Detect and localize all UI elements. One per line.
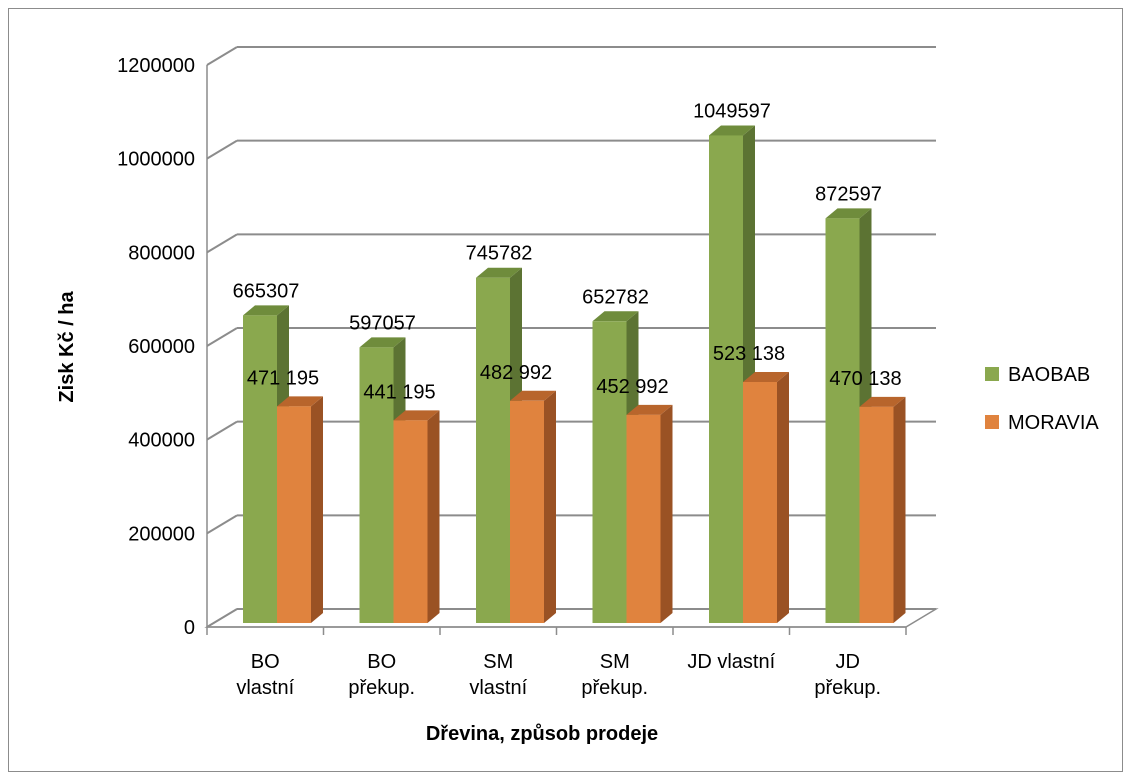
- data-label: 597057: [349, 312, 416, 334]
- x-tick-label: JD vlastní: [687, 651, 775, 673]
- y-tick-label: 1200000: [117, 55, 195, 77]
- bar-top: [510, 390, 556, 401]
- data-label: 523 138: [713, 343, 785, 365]
- bar-top: [359, 337, 406, 348]
- gridline-depth: [206, 420, 238, 441]
- x-tick-label: překup.: [348, 677, 415, 699]
- bar-top: [709, 125, 755, 136]
- gridline-depth: [206, 139, 238, 160]
- data-label: 872597: [815, 183, 882, 205]
- bar-top: [393, 410, 440, 421]
- legend-label: BAOBAB: [1008, 364, 1090, 386]
- data-label: 470 138: [829, 368, 901, 390]
- data-label: 441 195: [363, 381, 435, 403]
- y-tick-label: 200000: [128, 523, 195, 545]
- bar-top: [476, 267, 522, 278]
- legend-swatch-baobab: [985, 367, 999, 381]
- bar-side: [544, 390, 556, 623]
- bar-baobab: [825, 218, 860, 623]
- bar-moravia: [510, 400, 544, 623]
- bar-moravia: [626, 414, 661, 623]
- gridline-depth: [206, 327, 238, 347]
- bar-side: [660, 404, 673, 623]
- legend-swatch-moravia: [985, 415, 999, 429]
- y-tick-label: 0: [184, 617, 195, 639]
- bar-top: [825, 208, 872, 219]
- bar-baobab: [709, 135, 743, 624]
- y-tick-label: 800000: [128, 242, 195, 264]
- x-tick-label: vlastní: [236, 677, 294, 699]
- bar-top: [592, 311, 639, 322]
- x-tick-label: překup.: [814, 677, 881, 699]
- data-label: 745782: [466, 243, 533, 265]
- gridline-depth: [206, 514, 238, 535]
- bar-top: [243, 305, 289, 316]
- x-tick-label: překup.: [581, 677, 648, 699]
- data-label: 482 992: [480, 362, 552, 384]
- bar-top: [277, 396, 323, 407]
- bar-side: [311, 396, 323, 623]
- x-tick-label: SM: [483, 651, 513, 673]
- x-tick-label: JD: [836, 651, 860, 673]
- bar-moravia: [743, 381, 777, 623]
- y-tick-label: 400000: [128, 430, 195, 452]
- x-axis-title: Dřevina, způsob prodeje: [426, 723, 658, 745]
- bar-side: [893, 396, 906, 623]
- bar-baobab: [359, 347, 394, 623]
- gridline-depth: [206, 233, 238, 254]
- y-axis-title: Zisk Kč / ha: [56, 291, 78, 403]
- bar-top: [743, 371, 789, 382]
- data-label: 452 992: [596, 376, 668, 398]
- chart-frame: [8, 8, 1123, 772]
- bar-top: [626, 404, 673, 415]
- x-tick-label: SM: [600, 651, 630, 673]
- bar-side: [427, 410, 440, 623]
- x-tick-label: vlastní: [469, 677, 527, 699]
- x-tick-label: BO: [367, 651, 396, 673]
- bar-moravia: [277, 406, 311, 623]
- x-tick-label: BO: [251, 651, 280, 673]
- bar-side: [777, 371, 789, 623]
- bar-baobab: [476, 277, 510, 623]
- bar-moravia: [393, 420, 428, 623]
- data-label: 1049597: [693, 100, 771, 122]
- data-label: 471 195: [247, 367, 319, 389]
- bar-moravia: [859, 406, 894, 623]
- data-label: 652782: [582, 286, 649, 308]
- bar-baobab: [243, 315, 277, 623]
- legend-label: MORAVIA: [1008, 412, 1099, 434]
- y-tick-label: 1000000: [117, 149, 195, 171]
- bar-top: [859, 396, 906, 407]
- bar-baobab: [592, 321, 627, 623]
- y-tick-label: 600000: [128, 336, 195, 358]
- data-label: 665307: [233, 280, 300, 302]
- gridline-depth: [206, 46, 238, 66]
